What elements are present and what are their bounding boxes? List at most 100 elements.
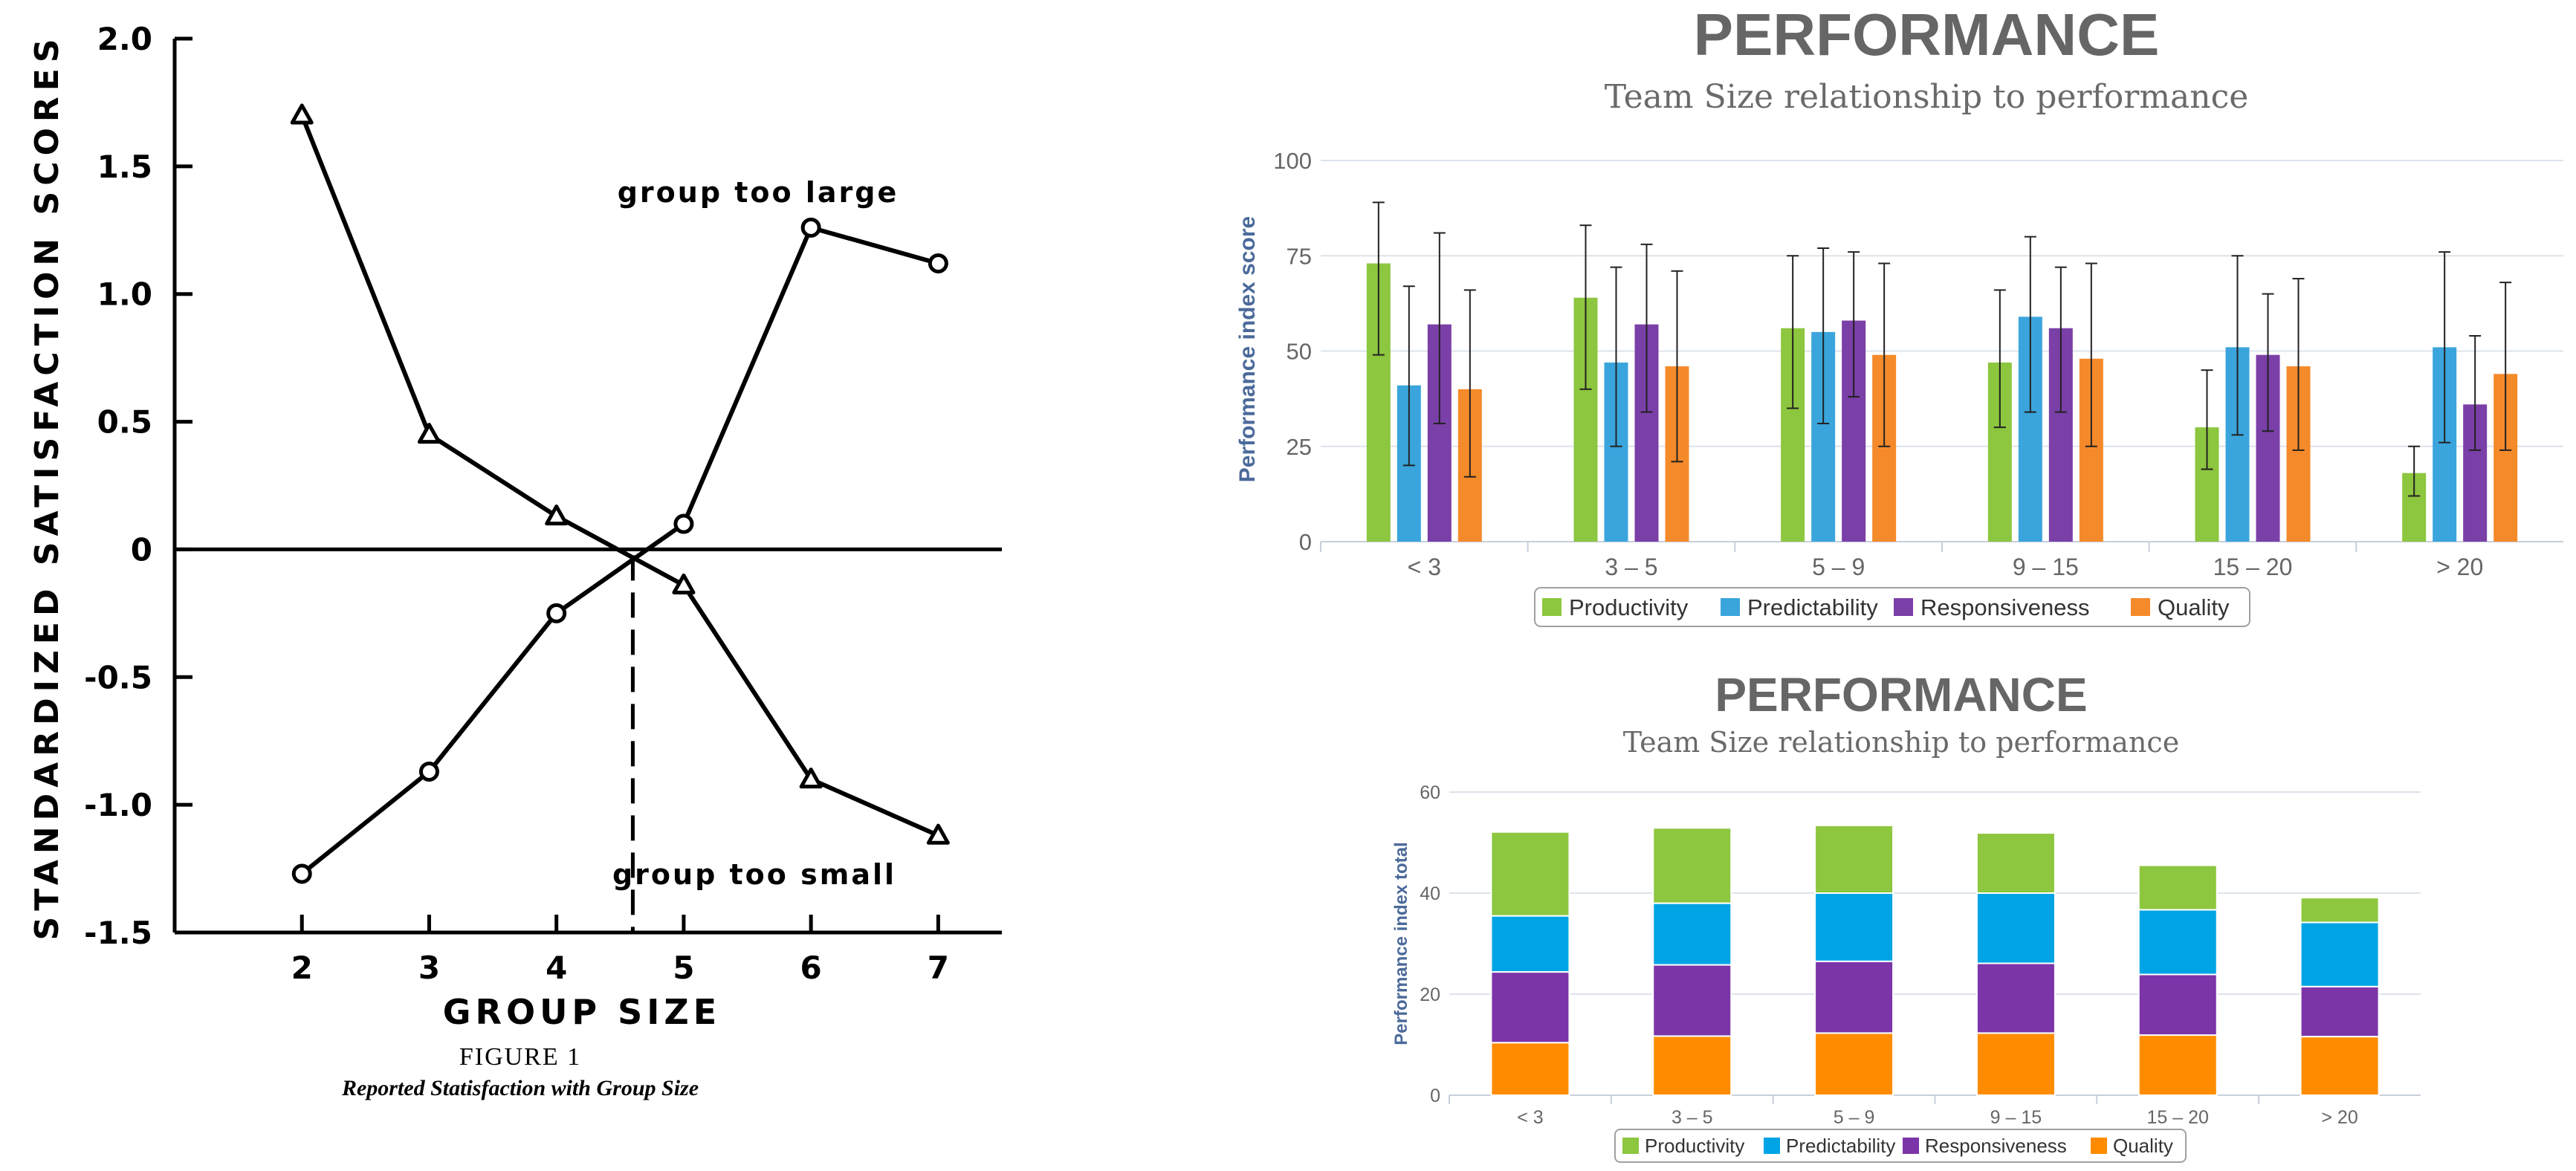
rb-category-label: 5 – 9 (1834, 1107, 1875, 1128)
rb-bar-segment-productivity (1975, 832, 2056, 894)
triangle-point (417, 423, 441, 444)
left-x-axis-label: GROUP SIZE (443, 992, 721, 1032)
rt-y-tick-label: 25 (1287, 434, 1312, 460)
circle-point (418, 761, 439, 782)
rt-legend-label: Productivity (1569, 594, 1689, 620)
rt-y-tick-label: 100 (1273, 148, 1312, 174)
left-x-tick-label: 5 (673, 950, 694, 986)
triangle-point (290, 103, 314, 125)
triangle-point (672, 573, 696, 594)
rb-legend-box (1614, 1129, 2187, 1163)
rt-legend-label: Quality (2158, 594, 2230, 620)
circle-point (546, 603, 567, 623)
left-y-tick-label: -0.5 (84, 659, 152, 695)
rb-legend-label: Productivity (1645, 1135, 1744, 1157)
left-axes (172, 36, 1002, 935)
performance-stacked-bar-chart: PERFORMANCE Team Size relationship to pe… (1391, 668, 2421, 1163)
left-y-tick-label: 1.0 (97, 276, 152, 313)
rb-y-tick-label: 40 (1420, 883, 1440, 904)
rb-bar-segment-responsiveness (1652, 964, 1732, 1037)
series-group-too-large (291, 217, 948, 884)
left-y-axis-label: STANDARDIZED SATISFACTION SCORES (28, 33, 66, 940)
rb-category-label: < 3 (1517, 1107, 1543, 1128)
rt-y-tick-label: 0 (1299, 529, 1312, 555)
rb-bar-segment-responsiveness (1490, 971, 1570, 1044)
rb-bar-segment-predictability (1490, 915, 1570, 973)
rt-legend: Productivity Predictability Responsiveness… (1534, 587, 2250, 627)
triangle-point (799, 768, 823, 789)
left-y-tick-label: 0.5 (97, 404, 152, 441)
rb-legend: Productivity Predictability Responsiveness… (1614, 1129, 2187, 1163)
rt-legend-label: Responsiveness (1920, 594, 2089, 620)
series-label-group-too-small: group too small (612, 858, 896, 891)
series-label-group-too-large: group too large (618, 176, 899, 209)
left-y-tick-label: 2.0 (97, 21, 152, 57)
rb-bar-segment-quality (1490, 1042, 1570, 1097)
rb-bar-segment-quality (1975, 1032, 2056, 1096)
rb-bar-segment-productivity (1814, 824, 1894, 895)
performance-grouped-bar-chart: PERFORMANCE Team Size relationship to pe… (1235, 1, 2563, 627)
triangle-point (926, 823, 950, 845)
left-y-tick-label: -1.5 (84, 915, 152, 951)
left-y-tick-label: 0 (131, 531, 152, 568)
rt-category-label: > 20 (2436, 554, 2483, 580)
rb-bar-segment-productivity (1652, 827, 1732, 904)
rb-legend-label: Responsiveness (1925, 1135, 2067, 1157)
rt-bars (1366, 201, 2518, 542)
rt-chart-title: PERFORMANCE (1694, 1, 2160, 68)
rb-bar-segment-responsiveness (1975, 962, 2056, 1034)
rb-bar-segment-responsiveness (2138, 973, 2218, 1037)
rb-category-label: > 20 (2321, 1107, 2357, 1128)
rt-legend-swatch-responsiveness (1894, 598, 1913, 616)
rb-bar-segment-productivity (2138, 864, 2218, 911)
rb-bar-segment-productivity (2300, 897, 2380, 924)
rb-legend-label: Predictability (1786, 1135, 1895, 1157)
rb-bar-segment-predictability (1814, 892, 1894, 962)
rt-y-tick-label: 75 (1287, 243, 1312, 269)
rb-chart-subtitle: Team Size relationship to performance (1623, 726, 2179, 759)
rb-bar-segment-predictability (2138, 909, 2218, 976)
rb-category-label: 15 – 20 (2147, 1107, 2209, 1128)
left-y-tick-label: -1.0 (84, 787, 152, 823)
series-line-group-too-small (300, 114, 939, 838)
rt-y-tick-label: 50 (1287, 339, 1312, 365)
left-series (290, 103, 950, 884)
rt-chart-subtitle: Team Size relationship to performance (1605, 78, 2249, 116)
rb-bar-segment-responsiveness (1814, 960, 1894, 1034)
rb-category-label: 3 – 5 (1672, 1107, 1713, 1128)
rt-legend-swatch-predictability (1721, 598, 1740, 616)
left-y-tick-labels: 2.0 1.5 1.0 0.5 0 -0.5 -1.0 -1.5 (84, 21, 152, 951)
rb-legend-label: Quality (2113, 1135, 2173, 1157)
rb-legend-swatch-quality (2091, 1138, 2107, 1154)
circle-point (291, 863, 312, 884)
rt-category-label: 15 – 20 (2213, 554, 2293, 580)
left-y-tick-label: 1.5 (97, 149, 152, 185)
rb-legend-swatch-predictability (1764, 1138, 1780, 1154)
rt-y-axis-label: Performance index score (1235, 216, 1260, 483)
rb-y-tick-label: 60 (1420, 782, 1440, 803)
figure-caption-title: FIGURE 1 (459, 1043, 581, 1071)
rb-bar-segment-predictability (1652, 902, 1732, 966)
rb-y-tick-label: 0 (1430, 1086, 1440, 1106)
series-group-too-small (290, 103, 950, 845)
rb-bar-segment-quality (1814, 1032, 1894, 1096)
triangle-point (545, 505, 569, 526)
rb-bar-segment-quality (1652, 1035, 1732, 1096)
circle-point (673, 513, 694, 534)
rt-category-label: < 3 (1408, 554, 1441, 580)
circle-point (928, 253, 948, 273)
rb-legend-swatch-productivity (1622, 1138, 1639, 1154)
left-x-tick-labels: 2 3 4 5 6 7 (291, 950, 949, 986)
rb-bar-segment-predictability (1975, 892, 2056, 964)
rt-category-label: 9 – 15 (2013, 554, 2079, 580)
rb-y-axis-label: Performance index total (1391, 842, 1411, 1045)
rb-bar-segment-predictability (2300, 921, 2380, 987)
rb-legend-swatch-responsiveness (1903, 1138, 1919, 1154)
circle-point (800, 217, 821, 238)
rt-legend-box (1534, 587, 2250, 627)
rt-category-label: 5 – 9 (1812, 554, 1865, 580)
satisfaction-line-chart: STANDARDIZED SATISFACTION SCORES 2.0 1.5 1… (28, 21, 1002, 1100)
left-x-tick-label: 7 (928, 950, 949, 986)
rt-legend-swatch-quality (2131, 598, 2150, 616)
